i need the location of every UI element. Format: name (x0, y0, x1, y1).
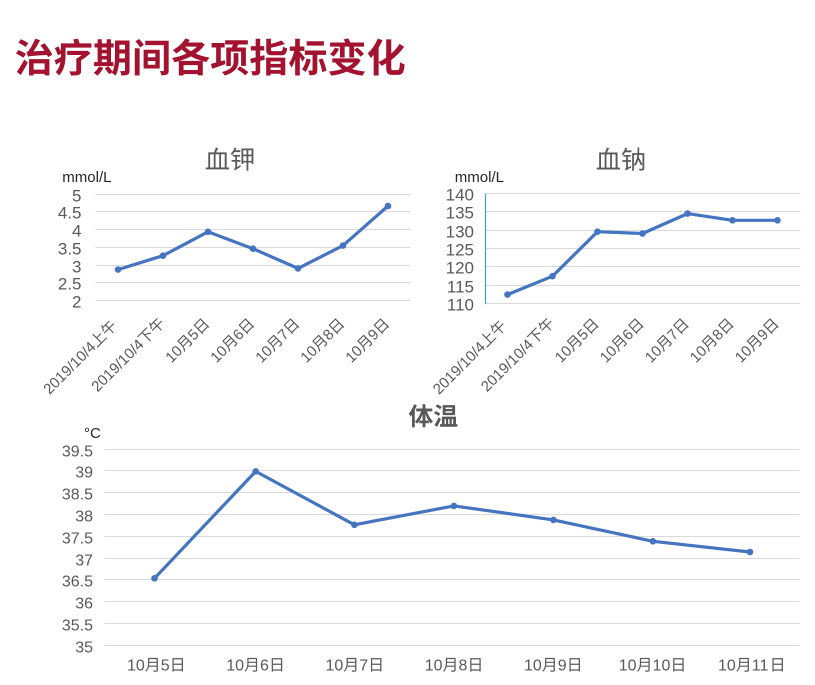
svg-text:125: 125 (446, 240, 474, 259)
svg-text:4.5: 4.5 (58, 203, 82, 222)
svg-text:4: 4 (72, 221, 81, 240)
svg-text:3.5: 3.5 (58, 239, 82, 258)
svg-text:3: 3 (72, 257, 81, 276)
svg-text:110: 110 (447, 295, 474, 314)
svg-text:10: 10 (226, 658, 244, 675)
svg-text:10: 10 (718, 658, 736, 675)
svg-text:115: 115 (447, 277, 474, 296)
svg-text:135: 135 (446, 203, 474, 222)
svg-text:mmol/L: mmol/L (455, 169, 504, 186)
svg-text:36.5: 36.5 (62, 573, 93, 590)
svg-text:11: 11 (752, 658, 769, 675)
svg-text:9: 9 (558, 658, 567, 675)
svg-text:130: 130 (446, 222, 474, 241)
svg-text:120: 120 (446, 258, 474, 277)
svg-text:10: 10 (425, 658, 443, 675)
svg-text:°C: °C (84, 425, 101, 442)
svg-text:10: 10 (619, 658, 637, 675)
svg-text:10: 10 (653, 658, 671, 675)
svg-text:36: 36 (75, 595, 93, 612)
svg-text:39: 39 (75, 464, 93, 481)
svg-text:7: 7 (359, 658, 368, 675)
svg-text:10: 10 (127, 658, 145, 675)
svg-text:140: 140 (446, 185, 474, 204)
svg-text:5: 5 (161, 658, 170, 675)
svg-text:8: 8 (459, 658, 468, 675)
svg-text:38: 38 (75, 508, 93, 525)
svg-text:6: 6 (260, 658, 269, 675)
svg-text:35: 35 (75, 639, 93, 656)
svg-text:39.5: 39.5 (62, 443, 93, 460)
svg-text:37: 37 (75, 552, 93, 569)
svg-text:mmol/L: mmol/L (62, 169, 111, 186)
svg-text:38.5: 38.5 (62, 486, 93, 503)
svg-text:37.5: 37.5 (62, 530, 93, 547)
svg-text:5: 5 (72, 186, 81, 205)
svg-text:2.5: 2.5 (58, 274, 82, 293)
svg-text:2: 2 (72, 292, 81, 311)
svg-text:10: 10 (325, 658, 343, 675)
svg-text:10: 10 (524, 658, 542, 675)
svg-text:35.5: 35.5 (62, 617, 93, 634)
